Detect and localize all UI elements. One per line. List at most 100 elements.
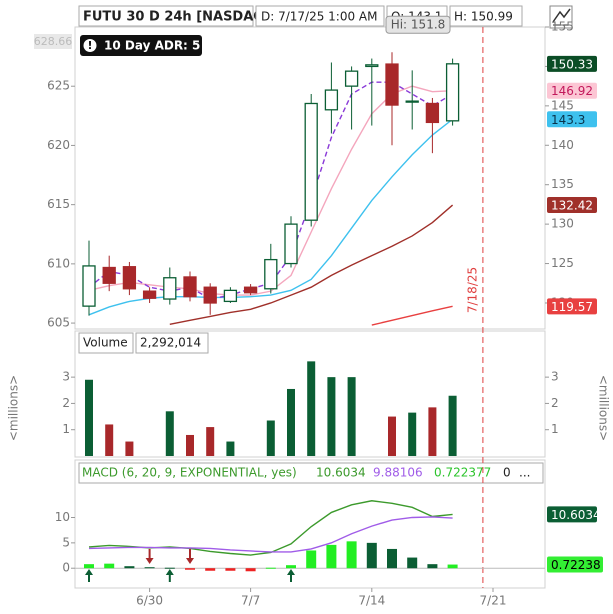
- y-tick-label: 145: [551, 98, 574, 112]
- histogram-bar: [265, 567, 276, 569]
- y-tick-label: 2: [551, 396, 559, 410]
- candle-body: [385, 63, 399, 106]
- buy-arrow: [85, 569, 93, 582]
- volume-title: Volume: [83, 336, 128, 350]
- histogram-bar: [387, 548, 397, 569]
- y-tick-label: 605: [47, 316, 70, 330]
- average-tag-box: [547, 111, 597, 128]
- zero-readout: 0: [503, 466, 511, 480]
- macd-panel: [74, 459, 546, 589]
- volume-bar: [307, 361, 316, 456]
- histogram-bar: [205, 568, 216, 571]
- volume-bar: [266, 420, 275, 456]
- price-tag-box: [547, 55, 597, 72]
- high-callout: Hi: 151.8: [391, 18, 446, 32]
- volume-bar: [165, 411, 174, 456]
- y-tick-label: 1: [551, 422, 559, 436]
- sell-arrow: [186, 549, 194, 564]
- average-tag-box: [547, 298, 597, 315]
- y-tick-label: 620: [47, 138, 70, 152]
- candle-body: [102, 266, 116, 284]
- volume-bar: [287, 388, 295, 456]
- alert-icon: !: [87, 39, 92, 52]
- buy-arrow: [165, 569, 174, 582]
- histogram-bar: [104, 563, 115, 569]
- volume-bar: [408, 412, 417, 456]
- y-tick-label: 10: [55, 510, 70, 524]
- histogram-bar: [427, 564, 438, 569]
- candle-body: [304, 102, 318, 221]
- candle-body: [82, 265, 96, 307]
- header-box: [78, 332, 134, 354]
- y-tick-label: 5: [62, 535, 70, 549]
- volume-bar: [85, 379, 93, 456]
- histogram-bar: [286, 565, 296, 569]
- candle-body: [445, 63, 460, 122]
- moving-average: [371, 305, 453, 326]
- histogram-bar: [447, 564, 458, 569]
- volume-readout: 2,292,014: [140, 336, 201, 350]
- event-label: 7/18/25: [465, 267, 479, 313]
- candle-body: [142, 290, 157, 299]
- macd-readout: 10.6034: [316, 466, 366, 480]
- more-readout: ...: [519, 466, 530, 480]
- signal-line: [88, 516, 453, 553]
- high-callout-box: [385, 15, 451, 34]
- histogram-bar: [164, 567, 175, 569]
- average-tag: 143.3: [551, 113, 585, 127]
- date-readout: D: 7/17/25 1:00 AM: [261, 10, 378, 24]
- style-button[interactable]: [549, 5, 573, 29]
- candle-body: [365, 64, 379, 68]
- histogram-bar: [124, 566, 135, 569]
- buy-arrow: [287, 569, 295, 582]
- histogram-bar: [346, 541, 357, 569]
- left-price-label: 628.66: [34, 35, 73, 48]
- average-tag-box: [547, 197, 597, 214]
- candle-body: [264, 258, 278, 290]
- volume-bar: [186, 434, 194, 456]
- y-tick-label: 1: [62, 422, 70, 436]
- histogram-bar: [326, 544, 337, 569]
- candle-body: [324, 89, 339, 111]
- candle-body: [163, 277, 177, 300]
- average-tag: 119.57: [551, 300, 593, 314]
- histogram-bar: [225, 568, 236, 571]
- adr-text: 10 Day ADR: 5: [104, 39, 200, 53]
- candle-body: [425, 102, 440, 124]
- candle-body: [344, 70, 359, 87]
- x-tick-label: 7/7: [241, 594, 260, 608]
- histogram-bar: [306, 550, 317, 569]
- sell-arrow: [145, 549, 154, 564]
- volume-bar: [448, 395, 457, 456]
- style-icon: [552, 8, 571, 23]
- price-panel: [74, 26, 546, 330]
- y-tick-label: 3: [551, 370, 559, 384]
- y-tick-label: 3: [62, 370, 70, 384]
- histogram-tag: 0.72238: [551, 558, 601, 572]
- histogram-tag-box: [547, 556, 603, 573]
- histogram-bar: [366, 542, 377, 569]
- histogram-bar: [245, 568, 256, 572]
- volume-bar: [105, 424, 114, 456]
- adr-badge: [80, 35, 202, 56]
- candle-body: [203, 286, 217, 304]
- average-tag: 132.42: [551, 199, 593, 213]
- volume-bar: [388, 416, 396, 456]
- x-tick-label: 7/21: [480, 594, 507, 608]
- price-tag: 150.33: [551, 57, 593, 71]
- volume-bar: [327, 377, 336, 456]
- volume-bar: [226, 441, 235, 456]
- volume-unit-left: <millions>: [7, 375, 21, 441]
- volume-unit-right: <millions>: [597, 375, 611, 441]
- header-box: [78, 462, 544, 484]
- volume-panel: [74, 330, 546, 458]
- average-tag-box: [547, 82, 597, 99]
- y-tick-label: 125: [551, 256, 574, 270]
- volume-bar: [206, 427, 215, 456]
- volume-bar: [347, 377, 356, 456]
- macd-tag-box: [547, 506, 597, 523]
- y-tick-label: 0: [62, 561, 70, 575]
- histogram-bar: [144, 567, 155, 569]
- y-tick-label: 615: [47, 197, 70, 211]
